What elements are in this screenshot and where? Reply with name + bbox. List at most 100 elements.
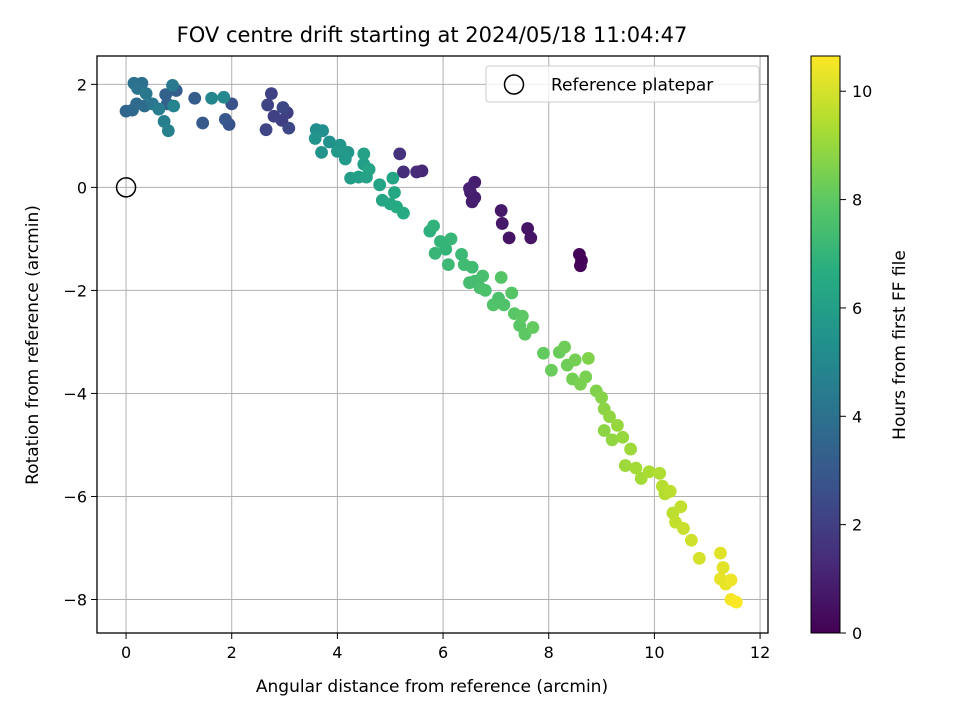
- scatter-point: [428, 246, 442, 260]
- legend-box: [485, 65, 760, 103]
- scatter-point: [139, 87, 153, 101]
- scatter-point: [618, 459, 632, 472]
- scatter-point: [495, 217, 509, 230]
- colorbar-tick-label: 10: [852, 82, 872, 101]
- scatter-point: [616, 430, 630, 444]
- scatter-point: [653, 466, 667, 480]
- scatter-point: [502, 231, 516, 245]
- scatter-point: [597, 424, 611, 437]
- colorbar-label: Hours from first FF file: [890, 250, 910, 440]
- colorbar-tick-label: 6: [852, 299, 862, 318]
- scatter-point: [558, 340, 571, 354]
- scatter-point: [261, 98, 275, 112]
- colorbar: 0 2 4 6 8 10 Hours from first FF file: [810, 55, 910, 643]
- x-axis-label: Angular distance from reference (arcmin): [256, 677, 608, 697]
- scatter-point: [276, 101, 290, 114]
- scatter-point: [338, 152, 352, 166]
- scatter-point: [323, 135, 336, 149]
- reference-marker: [115, 177, 137, 198]
- scatter-point: [568, 353, 582, 367]
- scatter-point: [526, 321, 540, 334]
- scatter-point: [259, 123, 273, 137]
- scatter-point: [373, 178, 387, 192]
- scatter-point: [595, 391, 608, 404]
- scatter-point: [455, 247, 468, 261]
- scatter-point: [574, 259, 587, 273]
- legend-reference-marker: [503, 74, 525, 95]
- scatter-point: [714, 546, 727, 560]
- scatter-point: [603, 410, 616, 424]
- scatter-point: [465, 260, 479, 274]
- colorbar-ticks: 0 2 4 6 8 10: [840, 82, 872, 643]
- scatter-point: [494, 271, 508, 284]
- scatter-point: [386, 171, 400, 185]
- scatter-point: [362, 162, 376, 176]
- x-tick-label: 6: [438, 643, 448, 662]
- colorbar-tick-label: 8: [852, 191, 862, 210]
- scatter-point: [315, 145, 328, 159]
- colorbar-gradient: [810, 55, 841, 634]
- scatter-point: [663, 484, 677, 498]
- scatter-point: [410, 165, 424, 179]
- scatter-point: [152, 102, 166, 116]
- scatter-point: [476, 269, 490, 283]
- y-tick-label: −8: [63, 591, 87, 610]
- scatter-point: [544, 363, 558, 377]
- scatter-point: [282, 121, 296, 135]
- scatter-point: [397, 206, 410, 220]
- scatter-point: [444, 232, 458, 246]
- scatter-point: [393, 147, 407, 161]
- scatter-point: [439, 242, 453, 256]
- scatter-point: [308, 132, 322, 145]
- scatter-point: [629, 461, 643, 475]
- scatter-point: [674, 500, 688, 514]
- scatter-point: [166, 78, 179, 92]
- scatter-point: [161, 124, 175, 138]
- y-tick-label: −4: [63, 384, 87, 403]
- x-axis-ticks: 0 2 4 6 8 10 12: [121, 633, 770, 662]
- x-tick-label: 0: [121, 643, 131, 662]
- scatter-point: [463, 182, 476, 195]
- scatter-point: [581, 352, 595, 365]
- scatter-point: [486, 298, 500, 312]
- y-tick-label: 0: [77, 178, 87, 197]
- scatter-point: [684, 533, 698, 547]
- scatter-point: [465, 195, 479, 209]
- scatter-point: [267, 109, 281, 123]
- legend-entry-reference: Reference platepar: [551, 76, 713, 96]
- scatter-point: [729, 595, 743, 609]
- scatter-point: [264, 87, 278, 101]
- scatter-point: [218, 112, 232, 126]
- scatter-point: [605, 433, 619, 447]
- scatter-point: [463, 276, 476, 290]
- scatter-point: [716, 561, 730, 574]
- reference-point: [115, 177, 137, 198]
- y-axis-label: Rotation from reference (arcmin): [23, 205, 43, 485]
- scatter-point: [692, 551, 706, 565]
- scatter-point: [188, 91, 202, 105]
- scatter-point: [196, 116, 210, 130]
- scatter-point: [724, 573, 738, 587]
- scatter-point: [494, 204, 508, 217]
- colorbar-tick-label: 2: [852, 516, 862, 535]
- x-tick-label: 10: [644, 643, 664, 662]
- scatter-point: [397, 165, 410, 179]
- scatter-point: [330, 144, 344, 158]
- scatter-point: [427, 219, 440, 233]
- x-tick-label: 2: [227, 643, 237, 662]
- scatter-point: [579, 370, 593, 384]
- scatter-point: [217, 90, 231, 104]
- scatter-point: [624, 442, 638, 456]
- scatter-point: [642, 465, 656, 479]
- y-tick-label: −6: [63, 487, 87, 506]
- scatter-point: [167, 99, 181, 113]
- scatter-point: [677, 522, 690, 535]
- data-points: [119, 76, 743, 609]
- plot-frame: [96, 55, 769, 634]
- legend: Reference platepar: [485, 65, 760, 103]
- scatter-point: [537, 346, 550, 360]
- x-tick-label: 4: [332, 643, 342, 662]
- grid-lines: [97, 56, 768, 633]
- scatter-point: [497, 298, 511, 312]
